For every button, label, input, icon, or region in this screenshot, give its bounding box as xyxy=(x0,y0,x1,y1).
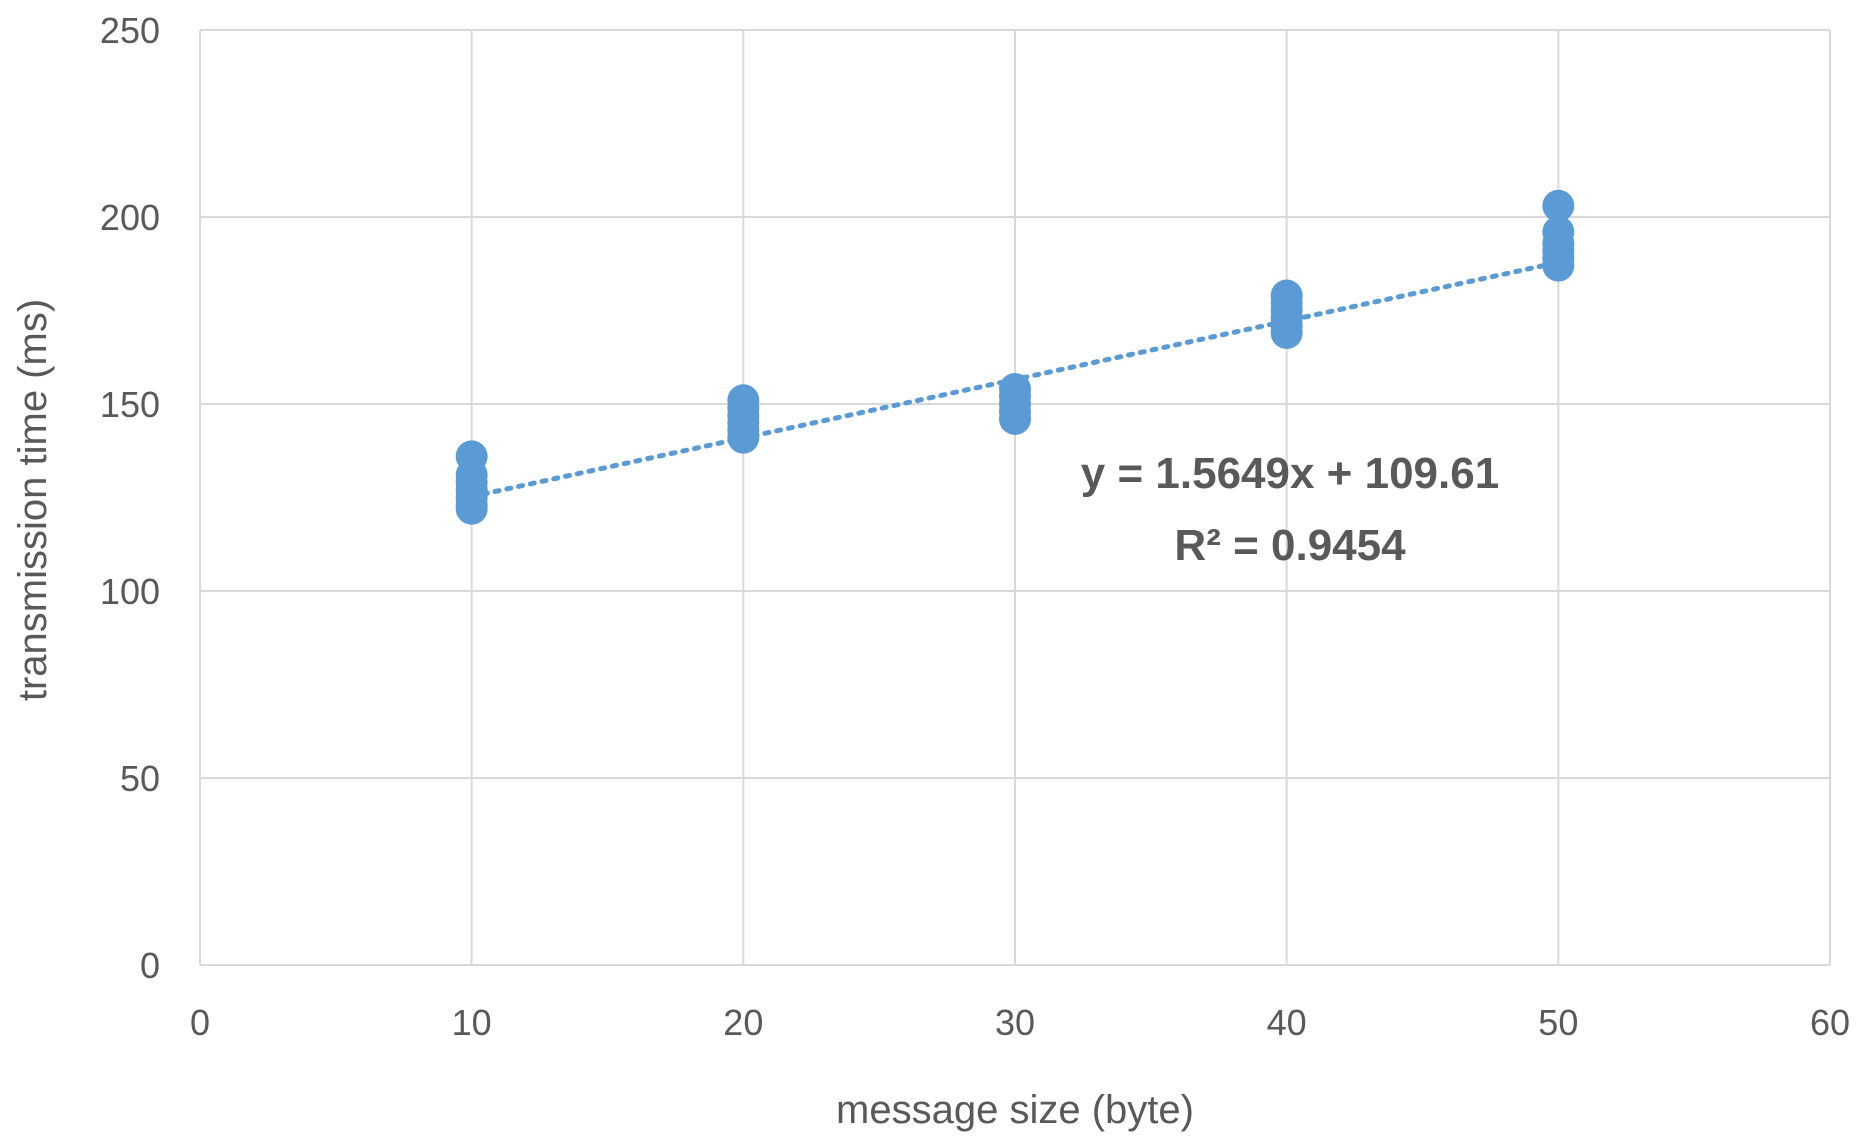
trendline-equation: y = 1.5649x + 109.61 xyxy=(1081,449,1499,498)
data-point xyxy=(1542,189,1575,222)
data-point xyxy=(727,421,760,454)
data-point xyxy=(1270,316,1303,349)
x-tick-label: 40 xyxy=(1267,1002,1307,1043)
grid-lines xyxy=(199,29,1831,966)
y-axis-title: transmission time (ms) xyxy=(11,299,55,701)
y-tick-labels: 0 50 100 150 200 250 xyxy=(100,10,160,986)
x-axis-title: message size (byte) xyxy=(836,1088,1194,1132)
data-point xyxy=(1542,249,1575,282)
x-tick-label: 10 xyxy=(452,1002,492,1043)
y-tick-label: 250 xyxy=(100,10,160,51)
x-tick-label: 30 xyxy=(995,1002,1035,1043)
data-points xyxy=(455,189,1575,525)
data-point xyxy=(455,492,488,525)
data-point xyxy=(999,402,1031,435)
y-tick-label: 50 xyxy=(120,758,160,799)
y-tick-label: 100 xyxy=(100,571,160,612)
y-tick-label: 0 xyxy=(140,945,160,986)
r-squared-label: R² = 0.9454 xyxy=(1174,521,1406,570)
y-tick-label: 200 xyxy=(100,197,160,238)
x-tick-label: 0 xyxy=(190,1002,210,1043)
x-tick-label: 60 xyxy=(1810,1002,1850,1043)
x-tick-label: 50 xyxy=(1538,1002,1578,1043)
x-tick-labels: 0 10 20 30 40 50 60 xyxy=(190,1002,1850,1043)
y-tick-label: 150 xyxy=(100,384,160,425)
x-tick-label: 20 xyxy=(723,1002,763,1043)
